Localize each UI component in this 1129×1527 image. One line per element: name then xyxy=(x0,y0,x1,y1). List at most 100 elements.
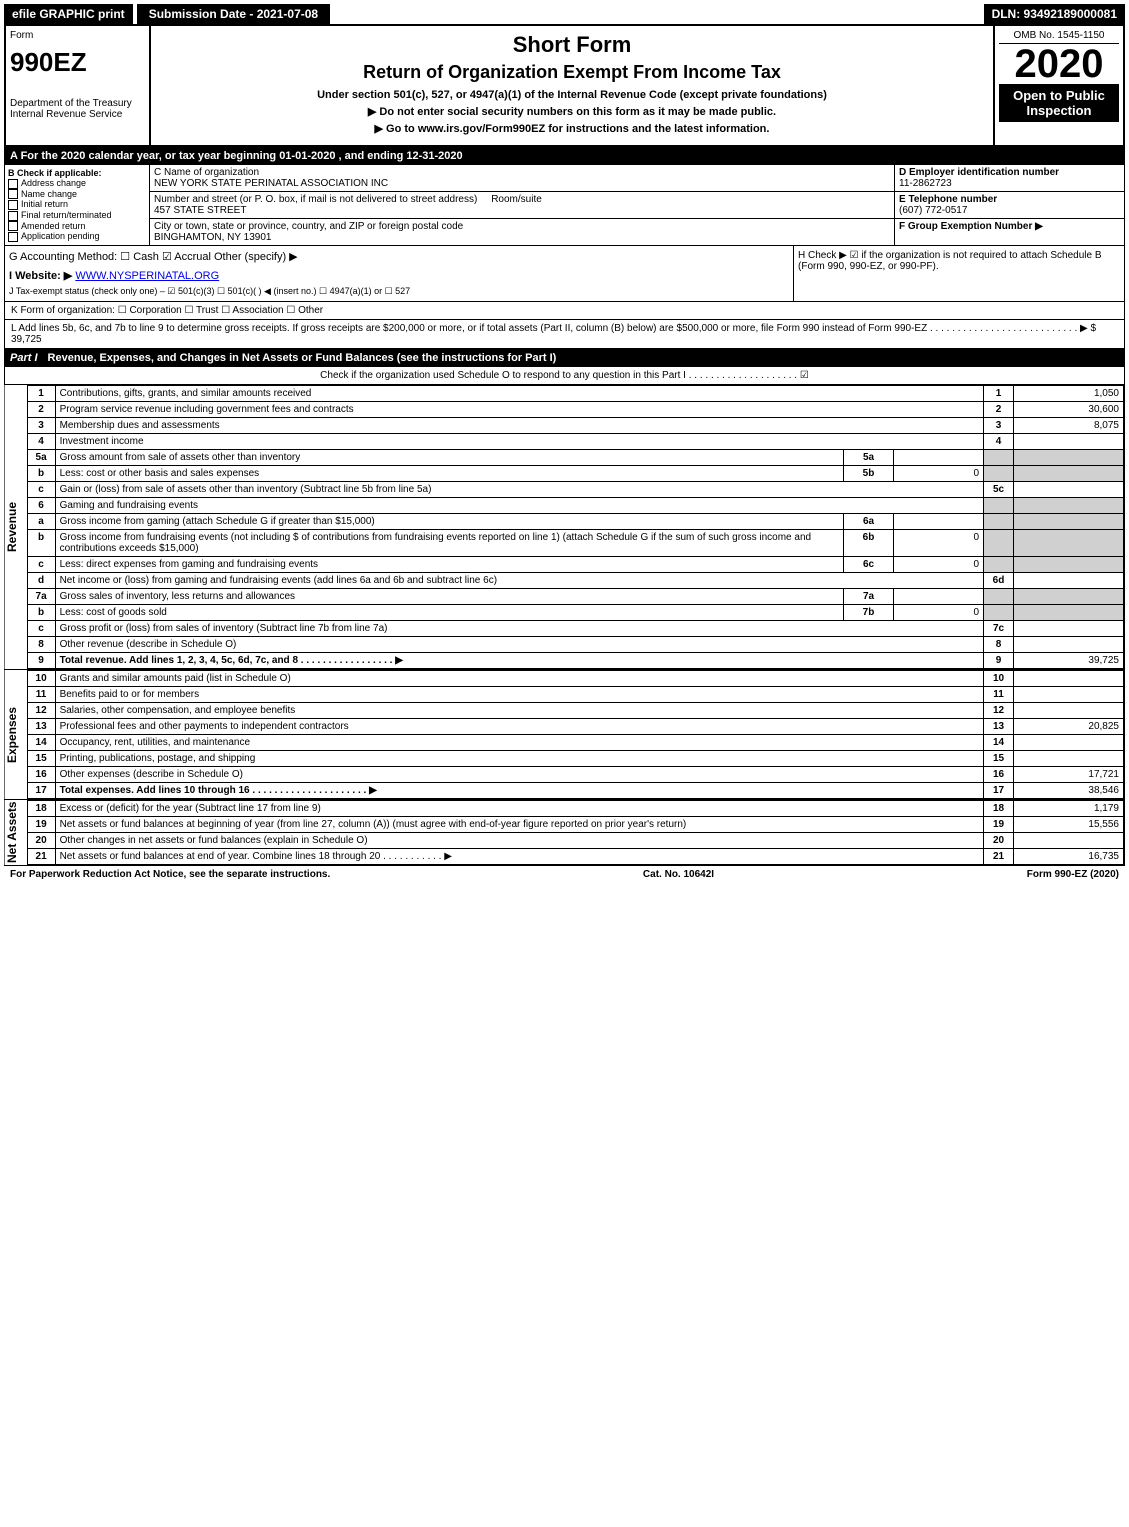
table-row: 3Membership dues and assessments38,075 xyxy=(27,418,1123,434)
part1-title: Revenue, Expenses, and Changes in Net As… xyxy=(48,352,557,364)
dln-label: DLN: 93492189000081 xyxy=(984,4,1125,24)
top-bar: efile GRAPHIC print Submission Date - 20… xyxy=(4,4,1125,24)
ein-value: 11-2862723 xyxy=(899,178,952,189)
table-row: bGross income from fundraising events (n… xyxy=(27,530,1123,557)
footer-left: For Paperwork Reduction Act Notice, see … xyxy=(10,869,330,880)
table-row: 2Program service revenue including gover… xyxy=(27,402,1123,418)
cb-amended: Amended return xyxy=(21,221,86,231)
irs-label: Internal Revenue Service xyxy=(10,109,145,120)
line-a: A For the 2020 calendar year, or tax yea… xyxy=(4,147,1125,165)
phone-value: (607) 772-0517 xyxy=(899,205,967,216)
netassets-table: Net Assets 18Excess or (deficit) for the… xyxy=(4,800,1125,866)
org-name: NEW YORK STATE PERINATAL ASSOCIATION INC xyxy=(154,178,388,189)
table-row: bLess: cost or other basis and sales exp… xyxy=(27,466,1123,482)
cb-address-change: Address change xyxy=(21,178,86,188)
table-row: 7aGross sales of inventory, less returns… xyxy=(27,589,1123,605)
phone-label: E Telephone number xyxy=(899,194,997,205)
org-name-label: C Name of organization xyxy=(154,167,259,178)
cb-final-return: Final return/terminated xyxy=(21,210,112,220)
box-b-title: B Check if applicable: xyxy=(8,168,102,178)
open-public: Open to Public Inspection xyxy=(999,84,1119,122)
table-row: cGain or (loss) from sale of assets othe… xyxy=(27,482,1123,498)
checkbox-icon[interactable] xyxy=(8,200,18,210)
goto-link[interactable]: ▶ Go to www.irs.gov/Form990EZ for instru… xyxy=(157,122,987,135)
line-g: G Accounting Method: ☐ Cash ☑ Accrual Ot… xyxy=(9,250,789,263)
revenue-side-label: Revenue xyxy=(5,385,27,669)
room-label: Room/suite xyxy=(491,194,542,205)
revenue-table: Revenue 1Contributions, gifts, grants, a… xyxy=(4,385,1125,670)
part1-label: Part I xyxy=(10,352,38,364)
table-row: aGross income from gaming (attach Schedu… xyxy=(27,514,1123,530)
part1-header: Part I Revenue, Expenses, and Changes in… xyxy=(4,349,1125,367)
expenses-table: Expenses 10Grants and similar amounts pa… xyxy=(4,670,1125,800)
footer-mid: Cat. No. 10642I xyxy=(643,869,714,880)
table-row: 14Occupancy, rent, utilities, and mainte… xyxy=(27,735,1123,751)
line-i-label: I Website: ▶ xyxy=(9,270,72,282)
group-exempt-label: F Group Exemption Number ▶ xyxy=(899,221,1043,232)
table-row: 16Other expenses (describe in Schedule O… xyxy=(27,767,1123,783)
ein-label: D Employer identification number xyxy=(899,167,1059,178)
submission-date: Submission Date - 2021-07-08 xyxy=(137,4,330,24)
gh-row: G Accounting Method: ☐ Cash ☑ Accrual Ot… xyxy=(4,246,1125,302)
city-label: City or town, state or province, country… xyxy=(154,221,463,232)
table-row: 20Other changes in net assets or fund ba… xyxy=(27,833,1123,849)
table-row: cLess: direct expenses from gaming and f… xyxy=(27,557,1123,573)
box-def: D Employer identification number11-28627… xyxy=(894,165,1124,245)
table-row: 11Benefits paid to or for members11 xyxy=(27,687,1123,703)
table-row: 19Net assets or fund balances at beginni… xyxy=(27,817,1123,833)
form-header: Form 990EZ Department of the Treasury In… xyxy=(4,24,1125,147)
netassets-side-label: Net Assets xyxy=(5,800,27,865)
addr-label: Number and street (or P. O. box, if mail… xyxy=(154,194,477,205)
table-row: 10Grants and similar amounts paid (list … xyxy=(27,671,1123,687)
table-row: 18Excess or (deficit) for the year (Subt… xyxy=(27,801,1123,817)
checkbox-icon[interactable] xyxy=(8,221,18,231)
footer-right: Form 990-EZ (2020) xyxy=(1027,869,1119,880)
line-h: H Check ▶ ☑ if the organization is not r… xyxy=(794,246,1124,301)
cb-app-pending: Application pending xyxy=(21,231,100,241)
header-mid: Short Form Return of Organization Exempt… xyxy=(151,26,993,145)
org-city: BINGHAMTON, NY 13901 xyxy=(154,232,271,243)
table-row: dNet income or (loss) from gaming and fu… xyxy=(27,573,1123,589)
table-row: 13Professional fees and other payments t… xyxy=(27,719,1123,735)
checkbox-icon[interactable] xyxy=(8,179,18,189)
page-footer: For Paperwork Reduction Act Notice, see … xyxy=(4,866,1125,883)
line-k: K Form of organization: ☐ Corporation ☐ … xyxy=(4,302,1125,320)
table-row: bLess: cost of goods sold7b0 xyxy=(27,605,1123,621)
org-info-box: B Check if applicable: Address change Na… xyxy=(4,165,1125,246)
form-subtitle: Return of Organization Exempt From Incom… xyxy=(157,62,987,83)
under-section: Under section 501(c), 527, or 4947(a)(1)… xyxy=(157,89,987,101)
table-row: 15Printing, publications, postage, and s… xyxy=(27,751,1123,767)
checkbox-icon[interactable] xyxy=(8,211,18,221)
form-number: 990EZ xyxy=(10,47,145,78)
table-row: 17Total expenses. Add lines 10 through 1… xyxy=(27,783,1123,799)
dept-label: Department of the Treasury xyxy=(10,98,145,109)
form-label: Form xyxy=(10,30,145,41)
header-left: Form 990EZ Department of the Treasury In… xyxy=(6,26,151,145)
expenses-side-label: Expenses xyxy=(5,670,27,799)
table-row: 8Other revenue (describe in Schedule O)8 xyxy=(27,637,1123,653)
table-row: 12Salaries, other compensation, and empl… xyxy=(27,703,1123,719)
website-link[interactable]: WWW.NYSPERINATAL.ORG xyxy=(75,270,219,282)
box-c: C Name of organizationNEW YORK STATE PER… xyxy=(150,165,894,245)
efile-label[interactable]: efile GRAPHIC print xyxy=(4,4,133,24)
tax-year: 2020 xyxy=(999,44,1119,84)
header-right: OMB No. 1545-1150 2020 Open to Public In… xyxy=(993,26,1123,145)
table-row: 21Net assets or fund balances at end of … xyxy=(27,849,1123,865)
cb-name-change: Name change xyxy=(21,189,77,199)
cb-initial-return: Initial return xyxy=(21,199,68,209)
line-j: J Tax-exempt status (check only one) – ☑… xyxy=(9,286,789,297)
no-ssn-note: ▶ Do not enter social security numbers o… xyxy=(157,105,987,118)
form-title: Short Form xyxy=(157,32,987,58)
table-row: 9Total revenue. Add lines 1, 2, 3, 4, 5c… xyxy=(27,653,1123,669)
box-b: B Check if applicable: Address change Na… xyxy=(5,165,150,245)
checkbox-icon[interactable] xyxy=(8,189,18,199)
org-address: 457 STATE STREET xyxy=(154,205,246,216)
table-row: 5aGross amount from sale of assets other… xyxy=(27,450,1123,466)
table-row: 6Gaming and fundraising events xyxy=(27,498,1123,514)
part1-check: Check if the organization used Schedule … xyxy=(4,367,1125,385)
table-row: 1Contributions, gifts, grants, and simil… xyxy=(27,386,1123,402)
table-row: 4Investment income4 xyxy=(27,434,1123,450)
table-row: cGross profit or (loss) from sales of in… xyxy=(27,621,1123,637)
line-l: L Add lines 5b, 6c, and 7b to line 9 to … xyxy=(4,320,1125,349)
checkbox-icon[interactable] xyxy=(8,232,18,242)
